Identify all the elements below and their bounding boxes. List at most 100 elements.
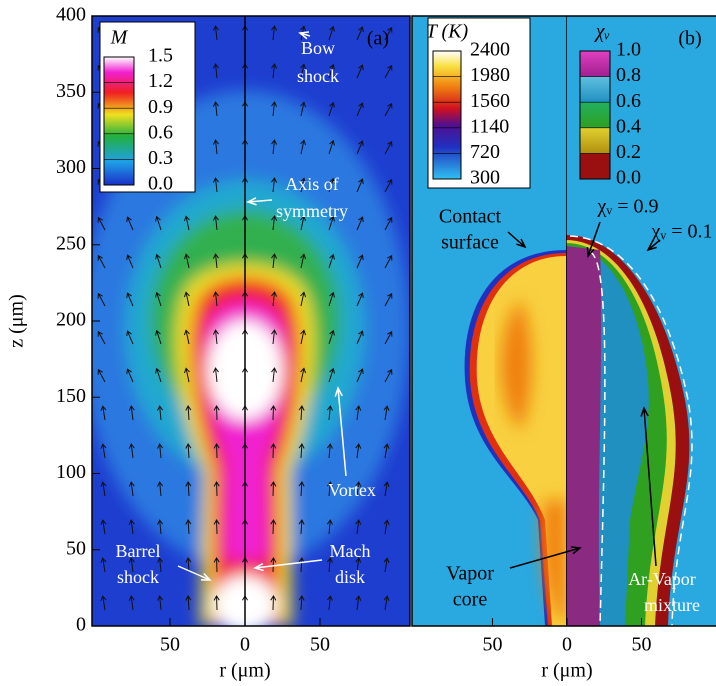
velocity-arrow [356,216,364,231]
velocity-arrow [157,557,164,573]
velocity-arrow [356,140,364,155]
annotation: χᵥ = 0.9 [596,196,658,218]
velocity-arrow [212,63,219,79]
velocity-arrow [326,481,333,497]
x-tick-label: 50 [482,634,502,656]
velocity-arrow [128,443,135,459]
velocity-arrow [213,595,220,611]
velocity-arrow [185,443,192,459]
y-axis-label: z (μm) [6,294,28,347]
velocity-arrow [270,481,277,497]
velocity-arrow [183,367,190,383]
velocity-arrow [356,368,364,383]
velocity-arrow [383,405,390,421]
velocity-arrow [356,178,364,193]
velocity-arrow [270,595,277,611]
velocity-arrow [355,595,362,611]
annotation: Vortex [328,480,376,500]
velocity-arrow [328,177,335,193]
velocity-arrow [383,557,390,573]
y-tick-label: 200 [56,309,86,331]
velocity-arrow [126,254,134,269]
velocity-arrow [298,595,305,611]
colorbar-title: M [110,27,129,49]
velocity-arrow [183,329,190,345]
colorbar-tick-label: 0.9 [148,96,173,118]
velocity-arrow [298,481,305,497]
y-tick-label: 50 [66,537,86,559]
colorbar-tick-label: 0.6 [148,121,173,143]
velocity-arrow [212,215,219,231]
x-tick-label: 0 [240,634,250,656]
annotation: Mach [330,541,371,561]
velocity-arrow [100,405,107,421]
velocity-arrow [328,101,335,117]
colorbar-tick-label: 0.8 [616,64,641,86]
velocity-arrow [384,254,393,269]
velocity-arrow [100,519,107,535]
velocity-arrow [384,102,393,117]
colorbar-tick-label: 1140 [470,115,509,137]
velocity-arrow [298,519,305,535]
annotation: surface [441,232,499,254]
colorbar [103,56,135,186]
velocity-arrow [328,291,335,307]
velocity-arrow [383,519,390,535]
annotation-arrow [507,231,527,249]
velocity-arrow [212,253,219,269]
velocity-arrow [326,595,333,611]
velocity-arrow [384,140,393,155]
velocity-arrow [384,292,393,307]
velocity-arrow [356,26,364,41]
colorbar-title: T (K) [426,21,469,43]
annotation-arrow [298,31,311,40]
velocity-arrow [300,291,307,307]
colorbar-tick-label: 0.4 [616,115,641,137]
velocity-arrow [298,557,305,573]
annotation-arrow [640,406,657,567]
mach-field [92,16,410,626]
velocity-arrow [383,481,390,497]
velocity-arrow [384,64,393,79]
velocity-arrow [328,139,335,155]
velocity-arrow [355,405,362,421]
velocity-arrow [271,215,278,231]
velocity-arrow [100,595,107,611]
x-tick-label: 0 [562,634,572,656]
velocity-arrow [326,519,333,535]
velocity-arrow [355,557,362,573]
velocity-arrow [270,557,277,573]
colorbar [432,50,462,180]
velocity-arrow [128,481,135,497]
velocity-arrow [328,25,335,41]
velocity-arrow [183,253,190,269]
colorbar-tick-label: 0.0 [148,173,173,195]
y-tick-label: 0 [76,614,86,636]
velocity-arrow [271,139,278,155]
annotation-arrow [246,197,273,206]
velocity-arrow [100,557,107,573]
velocity-arrow [271,63,278,79]
annotation-arrow [586,221,601,258]
velocity-arrow [383,595,390,611]
velocity-arrow [212,329,219,345]
colorbar-tick-label: 300 [470,167,500,189]
velocity-arrow [213,443,220,459]
annotation: Ar-Vapor [628,569,696,589]
annotation: Barrel [116,541,161,561]
velocity-arrow [157,405,164,421]
velocity-arrow [384,216,393,231]
annotation-arrow [177,565,212,581]
velocity-arrow [300,101,307,117]
velocity-arrow [213,405,220,421]
velocity-arrow [128,405,135,421]
velocity-arrow [271,291,278,307]
annotation: χᵥ = 0.1 [650,221,712,243]
velocity-arrow [328,329,335,345]
velocity-arrow [100,443,107,459]
velocity-arrow [384,26,393,41]
velocity-arrow [155,291,162,307]
velocity-arrow [97,254,106,269]
velocity-arrow [300,63,307,79]
